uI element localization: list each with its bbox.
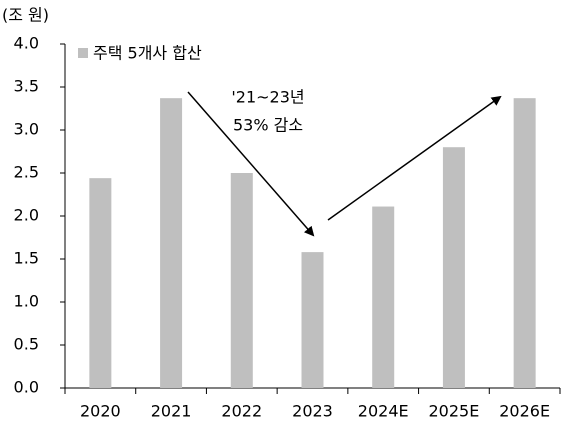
y-tick-label: 3.0 — [14, 120, 39, 139]
annotation: '21~23년 — [231, 88, 304, 107]
y-tick-label: 2.5 — [14, 163, 39, 182]
trend-arrow — [187, 91, 315, 237]
bar — [372, 206, 395, 388]
x-tick-label: 2022 — [221, 402, 262, 421]
x-tick-label: 2021 — [151, 402, 192, 421]
y-tick-label: 3.5 — [14, 77, 39, 96]
y-tick-label: 4.0 — [14, 34, 39, 53]
legend-swatch — [78, 48, 88, 58]
x-tick-label: 2020 — [80, 402, 121, 421]
annotation: 53% 감소 — [233, 116, 303, 135]
y-tick-label: 2.0 — [14, 206, 39, 225]
bar — [513, 98, 536, 389]
y-axis-label: (조 원) — [2, 6, 49, 25]
x-tick-label: 2024E — [358, 402, 409, 421]
x-tick-label: 2025E — [429, 402, 480, 421]
bar — [301, 252, 324, 388]
y-tick-label: 0.0 — [14, 378, 39, 397]
bar — [442, 147, 465, 388]
bar — [230, 173, 253, 388]
y-tick-label: 1.0 — [14, 292, 39, 311]
x-tick-label: 2026E — [499, 402, 550, 421]
y-tick-label: 1.5 — [14, 249, 39, 268]
legend-label: 주택 5개사 합산 — [93, 44, 202, 63]
y-tick-label: 0.5 — [14, 335, 39, 354]
bar — [160, 98, 183, 389]
x-tick-label: 2023 — [292, 402, 333, 421]
trend-arrow — [327, 95, 502, 221]
bar — [89, 178, 112, 388]
